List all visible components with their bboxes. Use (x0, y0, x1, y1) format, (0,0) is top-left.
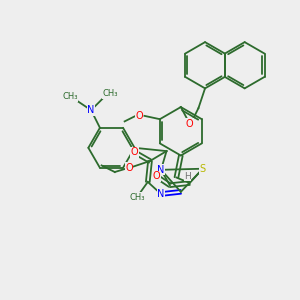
Text: S: S (200, 164, 206, 174)
Text: N: N (87, 105, 95, 115)
Text: CH₃: CH₃ (62, 92, 78, 101)
Text: N: N (157, 189, 165, 199)
Text: O: O (153, 171, 160, 182)
Text: O: O (186, 118, 194, 129)
Text: O: O (131, 147, 138, 157)
Text: CH₃: CH₃ (129, 193, 145, 202)
Text: H: H (184, 172, 191, 181)
Text: CH₃: CH₃ (102, 89, 118, 98)
Text: O: O (135, 111, 143, 121)
Text: N: N (157, 165, 165, 175)
Text: O: O (125, 163, 133, 172)
